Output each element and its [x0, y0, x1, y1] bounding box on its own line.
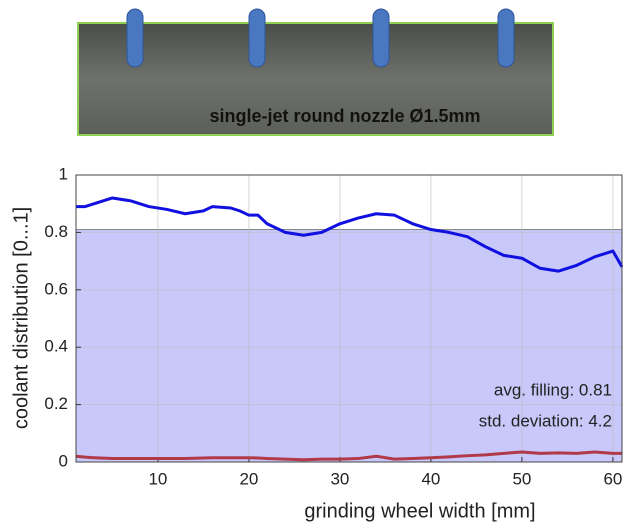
- x-tick-label: 40: [421, 469, 440, 488]
- x-tick-label: 10: [148, 469, 167, 488]
- x-tick-label: 30: [330, 469, 349, 488]
- nozzles: [126, 8, 515, 68]
- plot-frame: [75, 174, 623, 463]
- y-axis-label: coolant distribution [0...1]: [10, 207, 32, 429]
- x-axis-label: grinding wheel width [mm]: [304, 500, 535, 522]
- nozzle: [248, 8, 266, 68]
- annotation: avg. filling: 0.81: [494, 380, 612, 399]
- x-tick-label: 60: [603, 469, 622, 488]
- x-tick-label: 50: [512, 469, 531, 488]
- data-line: [76, 196, 624, 273]
- y-tick-label: 0: [59, 451, 68, 470]
- y-tick-label: 0.2: [44, 394, 68, 413]
- data-line: [75, 450, 622, 462]
- nozzle: [372, 8, 390, 68]
- y-tick-label: 0.8: [44, 222, 68, 241]
- avg-filling-area: [76, 229, 622, 462]
- y-tick-label: 1: [59, 164, 68, 183]
- nozzle: [126, 8, 144, 68]
- photo-caption: single-jet round nozzle Ø1.5mm: [209, 106, 480, 126]
- nozzle-photo: [77, 22, 554, 136]
- y-tick-label: 0.4: [44, 337, 68, 356]
- y-tick-label: 0.6: [44, 279, 68, 298]
- x-tick-label: 20: [239, 469, 258, 488]
- annotation: std. deviation: 4.2: [479, 411, 612, 430]
- nozzle: [497, 8, 515, 68]
